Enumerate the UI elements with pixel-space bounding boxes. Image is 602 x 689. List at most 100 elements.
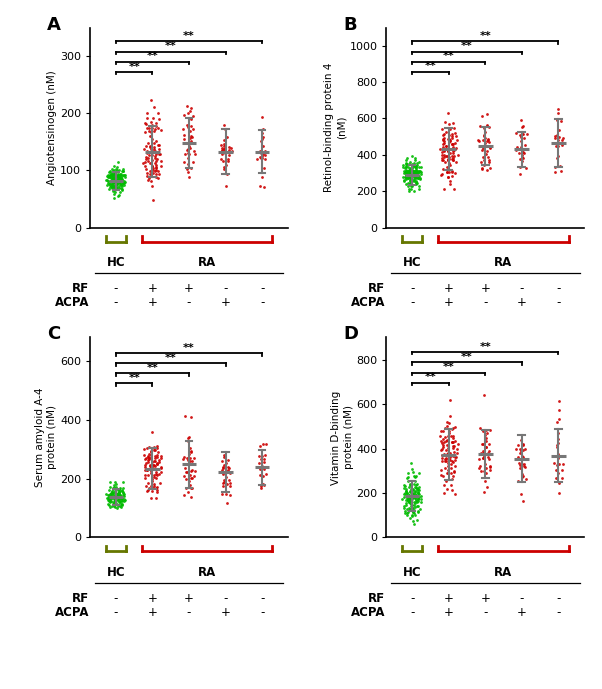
Point xyxy=(553,103,563,114)
Point xyxy=(149,469,159,480)
Point xyxy=(405,497,414,508)
Point xyxy=(414,492,423,503)
Text: -: - xyxy=(260,606,264,619)
Point xyxy=(404,169,414,180)
Point xyxy=(117,178,126,189)
Point xyxy=(179,451,189,462)
Point xyxy=(554,433,563,444)
Point xyxy=(224,141,234,152)
Point xyxy=(405,491,415,502)
Point xyxy=(112,177,122,188)
Point xyxy=(411,510,420,521)
Point xyxy=(411,486,420,497)
Point xyxy=(415,174,424,185)
Text: ACPA: ACPA xyxy=(55,296,89,309)
Point xyxy=(116,500,125,511)
Point xyxy=(107,181,116,192)
Point xyxy=(406,183,416,194)
Point xyxy=(484,156,494,167)
Text: RA: RA xyxy=(494,256,513,269)
Point xyxy=(554,477,563,489)
Point xyxy=(411,491,421,502)
Point xyxy=(146,176,156,187)
Point xyxy=(440,422,450,433)
Point xyxy=(557,139,566,150)
Point xyxy=(261,469,270,480)
Point xyxy=(415,161,424,172)
Point xyxy=(447,166,457,177)
Point xyxy=(402,166,412,177)
Point xyxy=(109,161,119,172)
Point xyxy=(152,163,161,174)
Point xyxy=(140,156,150,167)
Point xyxy=(105,502,114,513)
Point xyxy=(409,167,419,178)
Point xyxy=(117,498,126,509)
Point xyxy=(405,493,414,504)
Point xyxy=(438,425,448,436)
Point xyxy=(517,114,526,125)
Point xyxy=(477,110,486,121)
Point xyxy=(111,496,120,507)
Point xyxy=(438,150,447,161)
Point xyxy=(411,495,421,506)
Point xyxy=(410,167,420,178)
Point xyxy=(105,482,115,493)
Point xyxy=(140,450,149,461)
Point xyxy=(151,466,161,477)
Point xyxy=(119,180,129,191)
Text: -: - xyxy=(410,296,414,309)
Point xyxy=(116,179,126,190)
Point xyxy=(145,141,155,152)
Point xyxy=(480,133,489,144)
Point xyxy=(111,492,120,503)
Point xyxy=(407,489,417,500)
Point xyxy=(412,175,421,186)
Point xyxy=(412,497,421,508)
Point xyxy=(448,451,458,462)
Point xyxy=(113,484,123,495)
Point xyxy=(483,133,493,144)
Point xyxy=(412,161,421,172)
Point xyxy=(151,156,161,167)
Point xyxy=(408,488,417,499)
Point xyxy=(554,131,563,142)
Text: RA: RA xyxy=(494,566,513,579)
Point xyxy=(404,164,414,175)
Point xyxy=(184,149,194,160)
Point xyxy=(442,435,452,446)
Point xyxy=(405,479,415,490)
Point xyxy=(407,502,417,513)
Point xyxy=(179,130,189,141)
Point xyxy=(108,483,118,494)
Point xyxy=(404,169,414,181)
Point xyxy=(108,496,117,507)
Point xyxy=(414,170,423,181)
Point xyxy=(447,138,456,150)
Point xyxy=(402,153,412,164)
Point xyxy=(142,486,152,497)
Point xyxy=(148,460,158,471)
Point xyxy=(144,482,154,493)
Point xyxy=(144,152,154,163)
Point xyxy=(142,147,152,158)
Point xyxy=(515,162,524,173)
Point xyxy=(218,478,228,489)
Point xyxy=(103,489,113,500)
Point xyxy=(149,479,159,490)
Point xyxy=(118,488,128,499)
Point xyxy=(416,166,426,177)
Point xyxy=(405,167,415,178)
Point xyxy=(113,171,122,182)
Point xyxy=(402,503,412,514)
Point xyxy=(513,451,523,462)
Point xyxy=(182,101,191,112)
Point xyxy=(114,177,124,188)
Point xyxy=(185,114,195,125)
Point xyxy=(408,511,417,522)
Point xyxy=(407,163,417,174)
Point xyxy=(445,425,455,436)
Point xyxy=(116,172,126,183)
Point xyxy=(225,475,234,486)
Point xyxy=(406,178,415,189)
